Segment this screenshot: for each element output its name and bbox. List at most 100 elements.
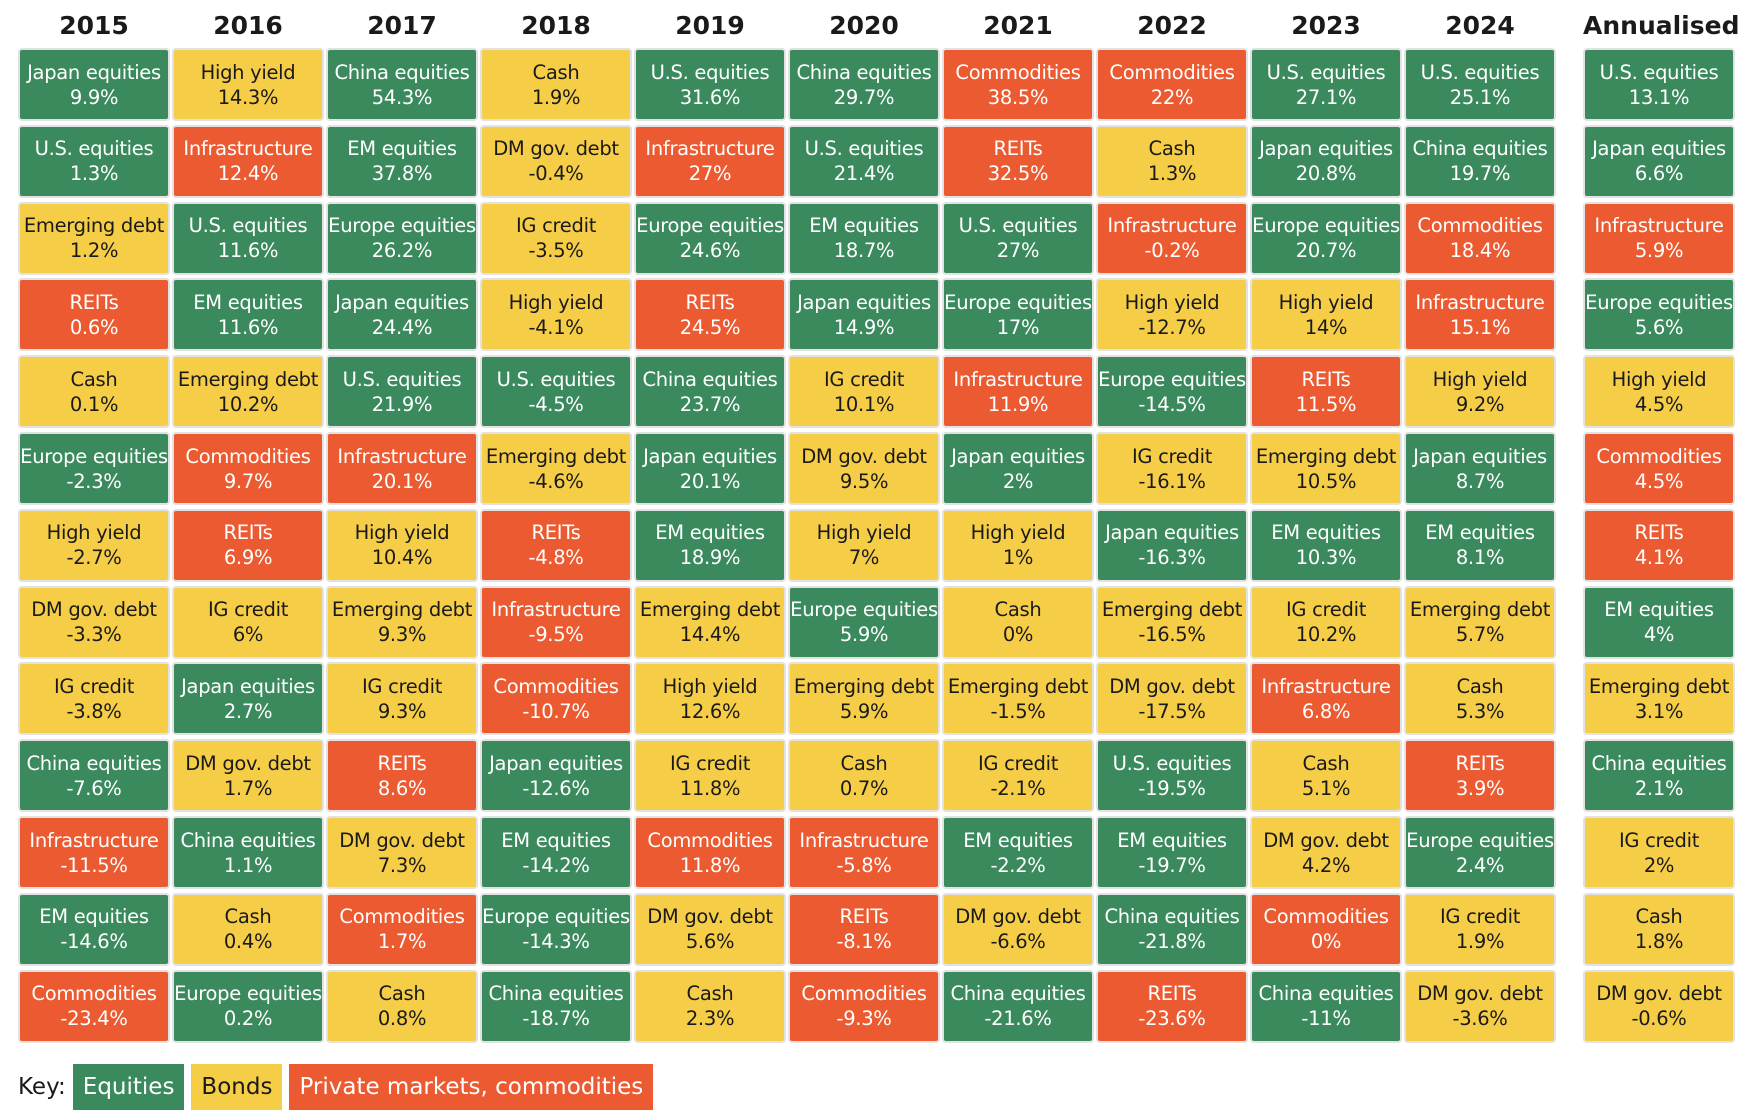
- asset-name: Emerging debt: [793, 674, 935, 698]
- cell: EM equities -14.2%: [480, 816, 632, 889]
- cell: Emerging debt -1.5%: [942, 662, 1094, 736]
- asset-return: 8.1%: [1455, 546, 1505, 570]
- asset-return: 5.9%: [839, 699, 889, 723]
- asset-name: DM gov. debt: [1109, 674, 1235, 698]
- cell: Cash 1.3%: [1096, 124, 1248, 198]
- asset-name: Emerging debt: [1101, 598, 1243, 622]
- asset-return: 10.3%: [1295, 546, 1357, 570]
- cell: China equities -18.7%: [480, 969, 632, 1043]
- asset-name: Japan equities: [489, 751, 623, 775]
- asset-name: Infrastructure: [183, 137, 313, 161]
- asset-name: Commodities: [185, 444, 311, 468]
- asset-return: -21.6%: [984, 1007, 1052, 1031]
- cell: Commodities -23.4%: [18, 969, 170, 1043]
- asset-name: IG credit: [515, 214, 597, 238]
- asset-name: REITs: [993, 137, 1043, 161]
- asset-return: 18.4%: [1449, 239, 1511, 263]
- cell: Europe equities 2.4%: [1404, 816, 1556, 889]
- asset-return: 1.7%: [377, 930, 427, 954]
- cell: China equities 19.7%: [1404, 124, 1556, 198]
- asset-name: Commodities: [801, 982, 927, 1006]
- asset-name: Emerging debt: [23, 214, 165, 238]
- asset-name: IG credit: [53, 674, 135, 698]
- asset-return: 11.5%: [1295, 392, 1357, 416]
- asset-return: 1.7%: [223, 776, 273, 800]
- asset-name: Japan equities: [1259, 137, 1393, 161]
- asset-name: Cash: [224, 905, 272, 929]
- cell: Cash 5.3%: [1404, 662, 1556, 736]
- asset-return: 20.7%: [1295, 239, 1357, 263]
- asset-return: 13.1%: [1628, 85, 1690, 109]
- cell: IG credit 1.9%: [1404, 892, 1556, 966]
- cell: Japan equities 24.4%: [326, 278, 478, 352]
- asset-name: High yield: [1432, 367, 1528, 391]
- asset-name: Infrastructure: [1261, 674, 1391, 698]
- asset-return: -4.1%: [528, 315, 584, 339]
- asset-name: Europe equities: [328, 214, 476, 238]
- column-header: 2019: [675, 11, 745, 40]
- cell: DM gov. debt 9.5%: [788, 432, 940, 505]
- asset-return: 17%: [996, 315, 1040, 339]
- asset-name: IG credit: [669, 751, 751, 775]
- asset-return: 0%: [1310, 930, 1342, 954]
- cell: High yield 9.2%: [1404, 355, 1556, 429]
- cell: IG credit 10.2%: [1250, 585, 1402, 659]
- asset-return: 5.6%: [685, 930, 735, 954]
- asset-name: REITs: [69, 290, 119, 314]
- cell: Cash 5.1%: [1250, 739, 1402, 813]
- asset-return: -3.3%: [66, 623, 122, 647]
- asset-return: 2.3%: [685, 1007, 735, 1031]
- asset-name: China equities: [796, 60, 932, 84]
- asset-name: Japan equities: [335, 290, 469, 314]
- asset-name: EM equities: [347, 137, 457, 161]
- cell: Europe equities 24.6%: [634, 201, 786, 275]
- asset-name: U.S. equities: [1112, 751, 1232, 775]
- asset-return: 15.1%: [1449, 315, 1511, 339]
- cell: IG credit -16.1%: [1096, 432, 1248, 505]
- cell: High yield 14.3%: [172, 48, 324, 121]
- cell: Japan equities 2.7%: [172, 662, 324, 736]
- asset-name: REITs: [1455, 751, 1505, 775]
- cell: DM gov. debt 5.6%: [634, 892, 786, 966]
- asset-return: 8.7%: [1455, 469, 1505, 493]
- asset-return: 0.2%: [223, 1007, 273, 1031]
- asset-return: -3.8%: [66, 699, 122, 723]
- asset-return: 23.7%: [679, 392, 741, 416]
- asset-return: 9.2%: [1455, 392, 1505, 416]
- asset-return: 14.9%: [833, 315, 895, 339]
- cell: Cash 0%: [942, 585, 1094, 659]
- asset-name: Infrastructure: [645, 137, 775, 161]
- asset-name: High yield: [200, 60, 296, 84]
- asset-return: 2.4%: [1455, 853, 1505, 877]
- asset-return: 9.7%: [223, 469, 273, 493]
- cell: EM equities 18.7%: [788, 201, 940, 275]
- asset-name: DM gov. debt: [185, 751, 311, 775]
- asset-return: 14%: [1304, 315, 1348, 339]
- asset-name: China equities: [642, 367, 778, 391]
- cell: U.S. equities -4.5%: [480, 355, 632, 429]
- asset-return: 24.5%: [679, 315, 741, 339]
- asset-return: 0.4%: [223, 930, 273, 954]
- cell: DM gov. debt 4.2%: [1250, 816, 1402, 889]
- cell: Japan equities 8.7%: [1404, 432, 1556, 505]
- asset-name: Japan equities: [1592, 137, 1726, 161]
- asset-name: EM equities: [39, 905, 149, 929]
- asset-name: REITs: [1301, 367, 1351, 391]
- asset-name: IG credit: [1618, 828, 1700, 852]
- asset-return: 32.5%: [987, 162, 1049, 186]
- asset-name: Cash: [686, 982, 734, 1006]
- asset-return: 26.2%: [371, 239, 433, 263]
- asset-return: 29.7%: [833, 85, 895, 109]
- asset-return: 1.8%: [1634, 930, 1684, 954]
- cell: High yield 12.6%: [634, 662, 786, 736]
- cell: Emerging debt 1.2%: [18, 201, 170, 275]
- asset-name: EM equities: [655, 521, 765, 545]
- asset-name: Japan equities: [181, 674, 315, 698]
- asset-name: Europe equities: [790, 598, 938, 622]
- asset-name: Infrastructure: [1107, 214, 1237, 238]
- asset-return: 20.1%: [371, 469, 433, 493]
- cell: REITs -23.6%: [1096, 969, 1248, 1043]
- cell: Commodities -9.3%: [788, 969, 940, 1043]
- asset-name: Infrastructure: [799, 828, 929, 852]
- cell: Infrastructure 12.4%: [172, 124, 324, 198]
